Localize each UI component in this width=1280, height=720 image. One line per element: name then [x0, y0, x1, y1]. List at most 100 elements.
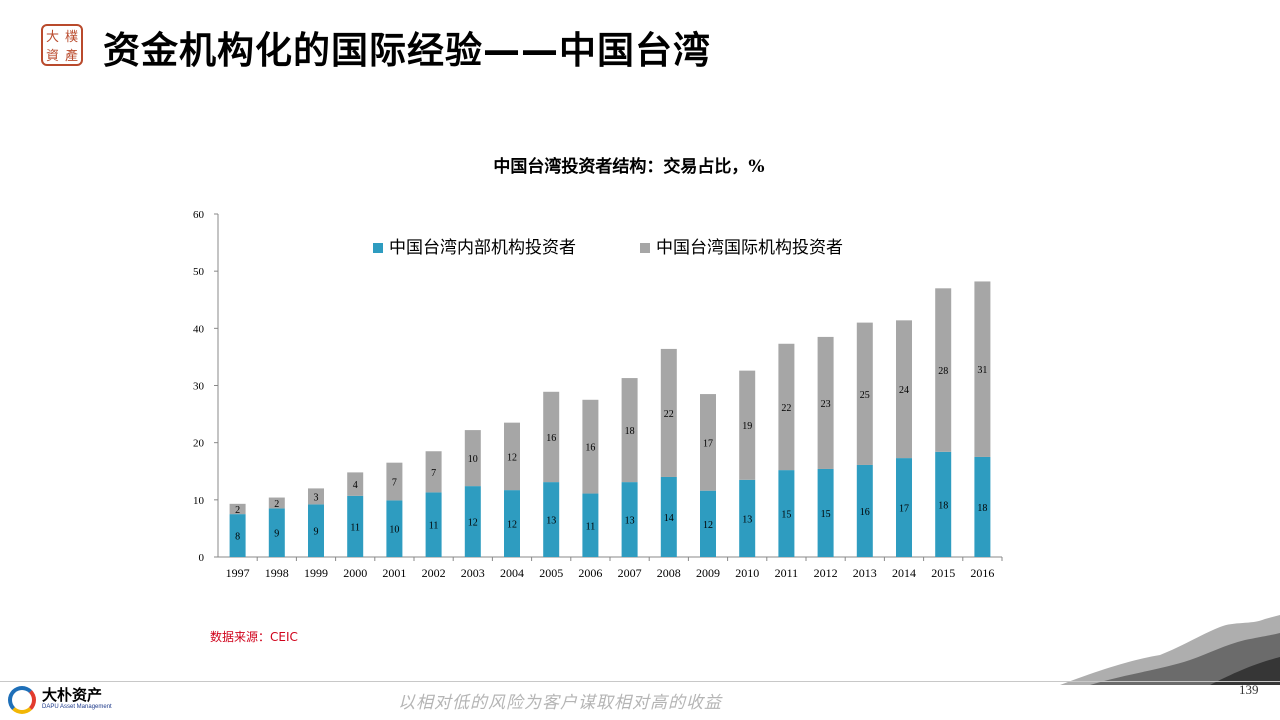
company-name: 大朴资产	[42, 686, 103, 704]
bar-segment	[582, 399, 599, 494]
data-label: 7	[392, 478, 397, 489]
data-label: 2	[235, 505, 240, 516]
bar-segment	[896, 320, 912, 459]
data-label: 12	[703, 520, 713, 531]
page-number: 139	[1239, 682, 1259, 697]
bar-segment	[464, 486, 481, 557]
bar-segment	[308, 488, 324, 505]
x-tick-label: 1997	[226, 566, 250, 580]
data-label: 13	[742, 514, 752, 525]
company-name-en: DAPU Asset Management	[42, 704, 112, 710]
bar-segment	[660, 476, 677, 557]
bar-segment	[621, 482, 638, 557]
data-label: 14	[664, 513, 674, 524]
data-source-note: 数据来源：CEIC	[210, 630, 298, 644]
data-label: 18	[938, 500, 948, 511]
bar-segment	[856, 322, 873, 465]
bar-segment	[268, 508, 285, 557]
data-label: 2	[274, 499, 279, 510]
page-title: 资金机构化的国际经验——中国台湾	[103, 29, 711, 72]
bar-segment	[700, 394, 716, 491]
bar-segment	[778, 470, 795, 557]
bar-segment	[660, 348, 677, 477]
legend-swatch	[640, 243, 650, 253]
y-tick-label: 50	[193, 266, 205, 278]
seal-glyph: 資	[45, 49, 59, 64]
data-label: 31	[977, 365, 987, 376]
bar-segment	[543, 391, 560, 483]
bar-segment	[347, 495, 364, 557]
data-label: 10	[389, 525, 399, 536]
bar-segment	[504, 422, 520, 491]
bar-segment	[386, 462, 403, 501]
data-label: 16	[860, 507, 870, 518]
y-tick-label: 0	[199, 552, 205, 564]
legend-swatch	[373, 243, 383, 253]
bar-segment	[582, 493, 599, 557]
bar-segment	[229, 514, 246, 557]
data-label: 19	[742, 421, 752, 432]
bar-segment	[425, 492, 442, 557]
data-label: 13	[546, 516, 556, 527]
x-tick-label: 2000	[343, 566, 367, 580]
bar-segment	[308, 504, 324, 557]
bar-segment	[935, 451, 952, 557]
x-tick-label: 2014	[892, 566, 916, 580]
data-label: 22	[664, 409, 674, 420]
data-label: 18	[625, 426, 635, 437]
y-tick-label: 30	[193, 381, 205, 393]
x-tick-label: 2016	[970, 566, 994, 580]
data-label: 24	[899, 385, 909, 396]
bar-segment	[896, 458, 912, 557]
data-label: 16	[546, 433, 556, 444]
x-tick-label: 2012	[814, 566, 838, 580]
bar-segment	[974, 456, 991, 557]
data-label: 15	[781, 510, 791, 521]
data-label: 11	[586, 521, 596, 532]
x-tick-label: 2002	[422, 566, 446, 580]
bar-segment	[700, 490, 716, 557]
data-label: 16	[585, 443, 595, 454]
data-label: 23	[821, 399, 831, 410]
data-label: 9	[274, 529, 279, 540]
bar-segment	[739, 479, 756, 557]
data-label: 22	[781, 403, 791, 414]
bar-segment	[347, 472, 364, 496]
stacked-bar-chart: 0 10 20 30 40 50 60 8 2 1997 9 2 1998 9 3 1999 11 4 2000 10…	[193, 209, 1003, 580]
x-tick-label: 1998	[265, 566, 289, 580]
x-tick-label: 2001	[382, 566, 406, 580]
legend-label: 中国台湾国际机构投资者	[656, 238, 843, 258]
y-tick-label: 40	[193, 323, 205, 335]
data-label: 12	[468, 518, 478, 529]
bar-segment	[268, 497, 285, 509]
y-tick-label: 60	[193, 209, 205, 221]
data-label: 7	[431, 468, 436, 479]
footer-divider	[0, 681, 1280, 682]
data-label: 17	[899, 504, 909, 515]
bar-segment	[504, 490, 520, 557]
ink-landscape-decoration	[1060, 615, 1280, 685]
x-tick-label: 2004	[500, 566, 524, 580]
bar-segment	[817, 336, 834, 469]
seal-glyph: 樸	[64, 30, 78, 45]
seal-glyph: 大	[45, 30, 59, 45]
bar-segment	[229, 503, 246, 515]
data-label: 12	[507, 452, 517, 463]
data-label: 8	[235, 532, 240, 543]
data-label: 10	[468, 454, 478, 465]
bar-segment	[778, 343, 795, 471]
footer-slogan: 以相对低的风险为客户谋取相对高的收益	[398, 693, 722, 713]
y-tick-label: 20	[193, 438, 205, 450]
chart-title: 中国台湾投资者结构：交易占比，%	[493, 157, 765, 177]
x-tick-label: 2007	[618, 566, 642, 580]
data-label: 28	[938, 366, 948, 377]
data-label: 9	[314, 527, 319, 538]
bar-segment	[739, 370, 756, 480]
x-tick-label: 2015	[931, 566, 955, 580]
data-label: 17	[703, 438, 713, 449]
x-tick-label: 1999	[304, 566, 328, 580]
data-label: 11	[350, 522, 360, 533]
x-tick-label: 2009	[696, 566, 720, 580]
data-label: 4	[353, 480, 358, 491]
data-label: 25	[860, 390, 870, 401]
